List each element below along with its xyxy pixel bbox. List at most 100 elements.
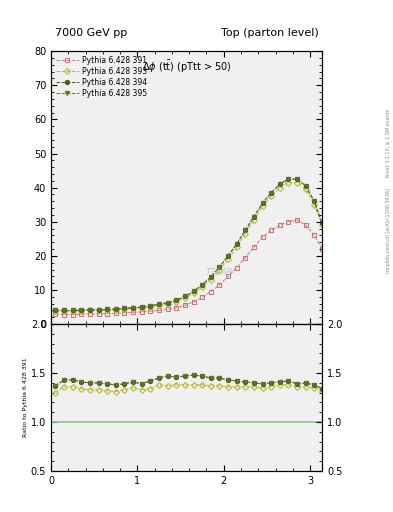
Pythia 6.428 393 bbox=[234, 244, 239, 250]
Pythia 6.428 395 bbox=[243, 227, 248, 233]
Pythia 6.428 393 bbox=[286, 180, 291, 186]
Pythia 6.428 393 bbox=[303, 186, 308, 193]
Pythia 6.428 395 bbox=[165, 300, 170, 306]
Pythia 6.428 394 bbox=[208, 274, 213, 280]
Pythia 6.428 394 bbox=[312, 198, 317, 204]
Pythia 6.428 393 bbox=[174, 298, 178, 305]
Pythia 6.428 391 bbox=[174, 305, 178, 311]
Text: $\Delta\phi$ (t$\bar{\rm t}$) (pTtt > 50): $\Delta\phi$ (t$\bar{\rm t}$) (pTtt > 50… bbox=[142, 59, 231, 75]
Pythia 6.428 391 bbox=[96, 311, 101, 317]
Pythia 6.428 391 bbox=[286, 219, 291, 225]
Pythia 6.428 393 bbox=[320, 222, 325, 228]
Pythia 6.428 393 bbox=[53, 308, 58, 314]
Pythia 6.428 395 bbox=[140, 304, 144, 310]
Pythia 6.428 393 bbox=[226, 256, 230, 262]
Pythia 6.428 394 bbox=[252, 214, 256, 220]
Pythia 6.428 393 bbox=[79, 308, 84, 314]
Pythia 6.428 394 bbox=[226, 253, 230, 259]
Pythia 6.428 394 bbox=[200, 282, 204, 288]
Pythia 6.428 393 bbox=[252, 217, 256, 223]
Pythia 6.428 391 bbox=[88, 311, 92, 317]
Line: Pythia 6.428 391: Pythia 6.428 391 bbox=[53, 218, 324, 316]
Pythia 6.428 395 bbox=[62, 307, 66, 313]
Pythia 6.428 391 bbox=[53, 311, 58, 317]
Pythia 6.428 395 bbox=[303, 183, 308, 189]
Pythia 6.428 391 bbox=[165, 306, 170, 312]
Pythia 6.428 393 bbox=[96, 307, 101, 313]
Pythia 6.428 393 bbox=[243, 230, 248, 237]
Pythia 6.428 394 bbox=[243, 227, 248, 233]
Pythia 6.428 395 bbox=[252, 214, 256, 220]
Pythia 6.428 391 bbox=[122, 310, 127, 316]
Pythia 6.428 391 bbox=[234, 265, 239, 271]
Pythia 6.428 394 bbox=[165, 300, 170, 306]
Pythia 6.428 395 bbox=[208, 274, 213, 280]
Pythia 6.428 395 bbox=[217, 264, 222, 270]
Pythia 6.428 395 bbox=[96, 307, 101, 313]
Pythia 6.428 395 bbox=[269, 189, 274, 196]
Pythia 6.428 395 bbox=[182, 293, 187, 300]
Pythia 6.428 393 bbox=[312, 202, 317, 208]
Pythia 6.428 393 bbox=[295, 180, 299, 186]
Pythia 6.428 391 bbox=[260, 234, 265, 240]
Pythia 6.428 394 bbox=[70, 307, 75, 313]
Pythia 6.428 394 bbox=[277, 181, 282, 187]
Pythia 6.428 391 bbox=[208, 289, 213, 295]
Line: Pythia 6.428 393: Pythia 6.428 393 bbox=[53, 180, 324, 313]
Text: 7000 GeV pp: 7000 GeV pp bbox=[55, 28, 127, 38]
Pythia 6.428 394 bbox=[122, 305, 127, 311]
Pythia 6.428 393 bbox=[131, 305, 136, 311]
Pythia 6.428 395 bbox=[320, 220, 325, 226]
Pythia 6.428 394 bbox=[269, 189, 274, 196]
Pythia 6.428 394 bbox=[114, 306, 118, 312]
Pythia 6.428 395 bbox=[114, 306, 118, 312]
Pythia 6.428 393 bbox=[122, 306, 127, 312]
Pythia 6.428 393 bbox=[114, 307, 118, 313]
Pythia 6.428 395 bbox=[157, 301, 162, 307]
Pythia 6.428 395 bbox=[148, 303, 153, 309]
Pythia 6.428 394 bbox=[234, 241, 239, 247]
Pythia 6.428 395 bbox=[53, 307, 58, 313]
Pythia 6.428 393 bbox=[88, 307, 92, 313]
Pythia 6.428 394 bbox=[217, 264, 222, 270]
Pythia 6.428 394 bbox=[88, 307, 92, 313]
Pythia 6.428 395 bbox=[234, 241, 239, 247]
Pythia 6.428 393 bbox=[148, 304, 153, 310]
Pythia 6.428 394 bbox=[320, 220, 325, 226]
Pythia 6.428 391 bbox=[148, 308, 153, 314]
Pythia 6.428 394 bbox=[286, 176, 291, 182]
Pythia 6.428 395 bbox=[79, 307, 84, 313]
Pythia 6.428 393 bbox=[62, 308, 66, 314]
Pythia 6.428 395 bbox=[70, 307, 75, 313]
Pythia 6.428 391 bbox=[320, 246, 325, 252]
Pythia 6.428 394 bbox=[140, 304, 144, 310]
Pythia 6.428 395 bbox=[312, 198, 317, 204]
Pythia 6.428 393 bbox=[105, 307, 110, 313]
Pythia 6.428 395 bbox=[277, 181, 282, 187]
Pythia 6.428 391 bbox=[62, 311, 66, 317]
Pythia 6.428 391 bbox=[157, 307, 162, 313]
Pythia 6.428 393 bbox=[140, 305, 144, 311]
Pythia 6.428 394 bbox=[53, 307, 58, 313]
Pythia 6.428 391 bbox=[140, 309, 144, 315]
Pythia 6.428 394 bbox=[174, 297, 178, 303]
Pythia 6.428 395 bbox=[260, 200, 265, 206]
Pythia 6.428 393 bbox=[191, 290, 196, 296]
Pythia 6.428 391 bbox=[217, 282, 222, 288]
Pythia 6.428 395 bbox=[226, 253, 230, 259]
Pythia 6.428 394 bbox=[62, 307, 66, 313]
Pythia 6.428 391 bbox=[312, 232, 317, 239]
Pythia 6.428 395 bbox=[200, 282, 204, 288]
Pythia 6.428 393 bbox=[157, 302, 162, 308]
Pythia 6.428 395 bbox=[191, 288, 196, 294]
Line: Pythia 6.428 394: Pythia 6.428 394 bbox=[53, 177, 324, 312]
Pythia 6.428 395 bbox=[131, 305, 136, 311]
Text: mcplots.cern.ch [arXiv:1306.3436]: mcplots.cern.ch [arXiv:1306.3436] bbox=[386, 188, 391, 273]
Pythia 6.428 395 bbox=[174, 297, 178, 303]
Pythia 6.428 393 bbox=[182, 295, 187, 301]
Pythia 6.428 393 bbox=[260, 203, 265, 209]
Pythia 6.428 394 bbox=[148, 303, 153, 309]
Text: Top (parton level): Top (parton level) bbox=[220, 28, 318, 38]
Pythia 6.428 394 bbox=[260, 200, 265, 206]
Pythia 6.428 391 bbox=[182, 302, 187, 308]
